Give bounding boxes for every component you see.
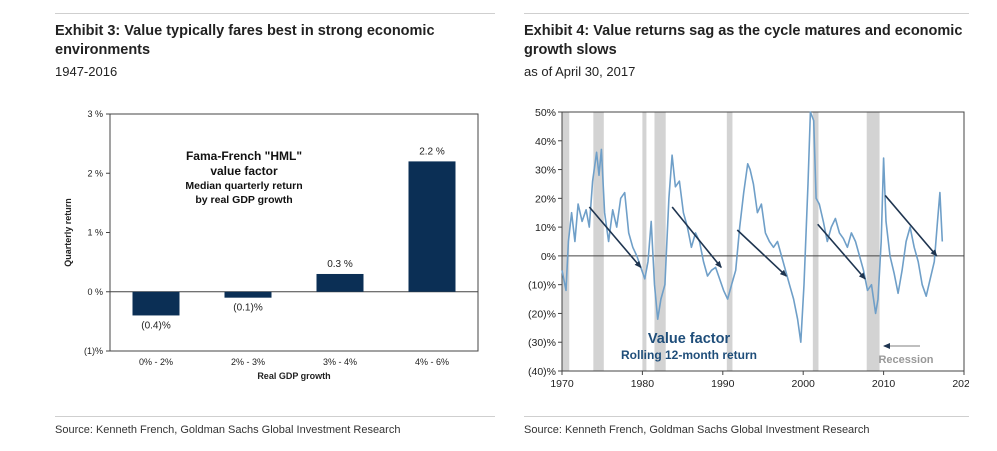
bar-chart: (1)% 0 % 1 % 2 % 3 % 0% - 2% (0.4)% 2% - 3% (0.1… bbox=[63, 109, 479, 381]
top-divider bbox=[55, 13, 495, 14]
exhibit-3-subtitle: 1947-2016 bbox=[55, 64, 118, 79]
recession-band bbox=[866, 112, 880, 371]
plot-frame bbox=[561, 111, 965, 372]
y-tick-label: (1)% bbox=[84, 346, 103, 356]
x-tick-label: 3% - 4% bbox=[323, 357, 357, 367]
trend-arrow bbox=[671, 206, 722, 269]
top-divider bbox=[524, 13, 969, 14]
recession-band bbox=[812, 112, 819, 371]
recession-band bbox=[562, 112, 570, 371]
x-tick-label: 1970 bbox=[550, 378, 574, 390]
recession-band bbox=[642, 112, 647, 371]
x-tick-label: 2% - 3% bbox=[231, 357, 265, 367]
bar bbox=[224, 291, 272, 298]
recession-band bbox=[593, 112, 604, 371]
y-tick-label: 1 % bbox=[87, 228, 103, 238]
recession-band bbox=[726, 112, 733, 371]
bar bbox=[316, 273, 364, 292]
data-label: (0.1)% bbox=[233, 303, 263, 314]
data-label: 2.2 % bbox=[419, 146, 445, 157]
exhibit-4-source: Source: Kenneth French, Goldman Sachs Gl… bbox=[524, 424, 870, 436]
x-tick-label: 4% - 6% bbox=[415, 357, 449, 367]
trend-arrow bbox=[736, 229, 788, 277]
y-tick-label: 40% bbox=[535, 136, 556, 148]
annotation-line: by real GDP growth bbox=[195, 194, 292, 206]
x-tick-label: 2000 bbox=[792, 378, 816, 390]
y-tick-label: (40)% bbox=[528, 366, 556, 378]
y-tick-label: (10)% bbox=[528, 280, 556, 292]
y-tick-label: 0% bbox=[541, 251, 556, 263]
y-tick-label: 3 % bbox=[87, 109, 103, 119]
recession-label: Recession bbox=[878, 354, 933, 366]
bar bbox=[408, 161, 456, 292]
trend-arrow bbox=[588, 206, 642, 269]
y-tick-label: (30)% bbox=[528, 337, 556, 349]
y-tick-label: 10% bbox=[535, 222, 556, 234]
x-axis-label: Real GDP growth bbox=[257, 371, 330, 381]
annotation-line: Fama-French "HML" bbox=[186, 149, 302, 163]
y-axis-label: Quarterly return bbox=[63, 198, 73, 267]
trend-arrow bbox=[884, 194, 938, 257]
annotation-line: value factor bbox=[210, 164, 278, 178]
data-label: (0.4)% bbox=[141, 320, 171, 331]
exhibit-3-source: Source: Kenneth French, Goldman Sachs Gl… bbox=[55, 424, 401, 436]
exhibit-4-title: Exhibit 4: Value returns sag as the cycl… bbox=[524, 23, 963, 58]
annotation-line: Rolling 12-month return bbox=[621, 348, 757, 362]
data-label: 0.3 % bbox=[327, 259, 353, 270]
x-tick-label: 0% - 2% bbox=[139, 357, 173, 367]
bar bbox=[132, 291, 180, 316]
annotation-line: Value factor bbox=[648, 331, 731, 347]
exhibit-3-title: Exhibit 3: Value typically fares best in… bbox=[55, 23, 435, 58]
bottom-divider bbox=[524, 416, 969, 417]
exhibit-4-subtitle: as of April 30, 2017 bbox=[524, 64, 636, 79]
y-tick-label: 0 % bbox=[87, 287, 103, 297]
x-tick-label: 1990 bbox=[711, 378, 735, 390]
value-factor-line bbox=[561, 111, 944, 343]
x-tick-label: 1980 bbox=[631, 378, 655, 390]
y-tick-label: 20% bbox=[535, 193, 556, 205]
y-tick-label: 50% bbox=[535, 107, 556, 119]
x-tick-label: 2010 bbox=[872, 378, 896, 390]
y-tick-label: 2 % bbox=[87, 168, 103, 178]
bottom-divider bbox=[55, 416, 495, 417]
x-tick-label: 2020 bbox=[952, 378, 969, 390]
line-chart: (40)% (30)% (20)% (10)% 0% 10% 20% 30% 40% 50% 197… bbox=[528, 107, 969, 390]
recession-band bbox=[654, 112, 666, 371]
trend-arrow bbox=[817, 223, 866, 280]
y-tick-label: (20)% bbox=[528, 308, 556, 320]
y-tick-label: 30% bbox=[535, 165, 556, 177]
annotation-line: Median quarterly return bbox=[185, 180, 302, 192]
